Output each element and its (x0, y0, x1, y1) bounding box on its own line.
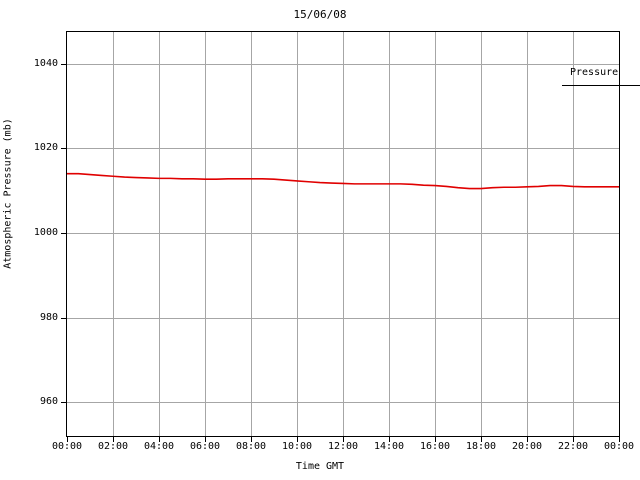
x-tick-label: 00:00 (51, 441, 83, 452)
chart-title: 15/06/08 (293, 8, 347, 21)
plot-area: Pressure (66, 31, 640, 437)
x-tick-label: 00:00 (603, 441, 635, 452)
y-tick-mark (61, 318, 66, 319)
y-tick-label: 980 (39, 311, 58, 323)
x-tick-label: 22:00 (557, 441, 589, 452)
x-tick-mark (481, 437, 482, 442)
x-tick-label: 14:00 (373, 441, 405, 452)
x-tick-mark (343, 437, 344, 442)
x-tick-label: 02:00 (97, 441, 129, 452)
legend-label-pressure: Pressure (570, 67, 619, 78)
x-tick-mark (205, 437, 206, 442)
y-tick-mark (61, 148, 66, 149)
y-axis-title: Atmospheric Pressure (mb) (2, 118, 14, 269)
y-tick-mark (61, 233, 66, 234)
series-line-pressure (67, 172, 619, 190)
x-axis-title: Time GMT (295, 461, 345, 472)
y-axis-title-wrap: Atmospheric Pressure (mb) (0, 0, 20, 480)
grid-layer (67, 32, 619, 436)
x-tick-label: 18:00 (465, 441, 497, 452)
series-layer (67, 172, 619, 190)
legend-box: Pressure (562, 63, 640, 86)
x-tick-label: 16:00 (419, 441, 451, 452)
x-tick-label: 20:00 (511, 441, 543, 452)
x-tick-mark (389, 437, 390, 442)
x-tick-mark (435, 437, 436, 442)
y-tick-label: 1020 (33, 142, 58, 154)
x-tick-mark (297, 437, 298, 442)
x-tick-mark (113, 437, 114, 442)
y-tick-label: 960 (39, 396, 58, 408)
x-tick-mark (527, 437, 528, 442)
x-tick-mark (619, 437, 620, 442)
x-tick-label: 04:00 (143, 441, 175, 452)
y-tick-mark (61, 64, 66, 65)
y-tick-label: 1040 (33, 57, 58, 69)
x-tick-label: 10:00 (281, 441, 313, 452)
y-tick-label: 1000 (33, 226, 58, 238)
x-tick-label: 08:00 (235, 441, 267, 452)
x-tick-mark (159, 437, 160, 442)
x-tick-mark (251, 437, 252, 442)
y-tick-mark (61, 402, 66, 403)
x-tick-label: 06:00 (189, 441, 221, 452)
x-tick-mark (573, 437, 574, 442)
x-tick-mark (67, 437, 68, 442)
x-tick-label: 12:00 (327, 441, 359, 452)
